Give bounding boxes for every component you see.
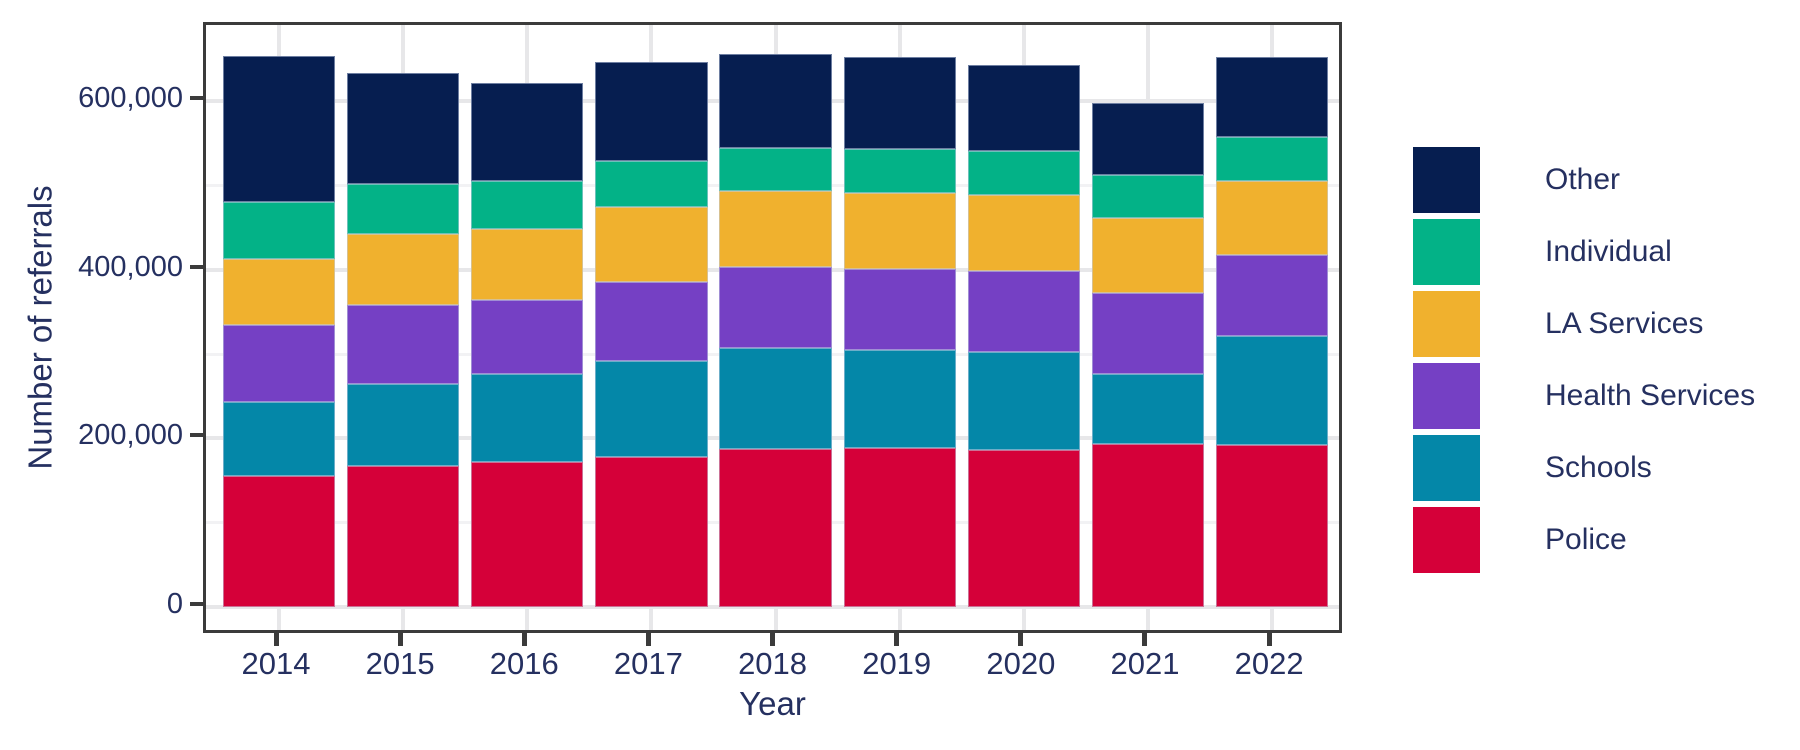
x-tick-label: 2020 [986,646,1056,681]
bar-segment-schools [1215,335,1329,446]
y-tick-label: 0 [166,588,183,620]
y-tick-label: 600,000 [78,82,183,115]
legend-label: LA Services [1545,307,1704,340]
bar-segment-la-services [1215,181,1329,255]
legend-label: Individual [1545,235,1672,268]
bar-segment-other [595,61,708,162]
legend-key-schools [1413,435,1480,501]
bar-segment-individual [471,181,584,229]
x-tick-label: 2016 [489,646,559,681]
bar-segment-individual [1091,175,1205,219]
bar-segment-other [967,65,1081,152]
bar-segment-police [1091,444,1205,607]
bar-segment-health-services [719,267,832,349]
bar-segment-schools [843,349,956,448]
x-tick-mark [1142,633,1148,646]
bar-segment-health-services [1215,254,1329,336]
x-tick-label: 2018 [738,646,808,681]
bar-segment-la-services [1091,218,1205,294]
legend-label: Health Services [1545,379,1756,412]
y-tick-mark [190,96,203,101]
y-tick-mark [190,433,203,438]
bar-segment-police [222,476,336,607]
x-tick-mark [1018,633,1024,646]
x-tick-label: 2022 [1234,646,1304,681]
x-tick-mark [645,633,651,646]
x-tick-label: 2015 [365,646,435,681]
bar-segment-health-services [346,305,460,384]
bar-segment-individual [595,161,708,207]
x-tick-mark [1266,633,1272,646]
bar-segment-other [1091,103,1205,176]
x-tick-label: 2019 [862,646,932,681]
legend-label: Police [1545,523,1627,556]
bar-segment-la-services [471,228,584,301]
bar-segment-health-services [471,300,584,375]
legend-label: Schools [1545,451,1652,484]
bar-segment-schools [719,348,832,450]
x-tick-mark [894,633,900,646]
x-tick-mark [770,633,776,646]
legend-key-other [1413,147,1480,213]
bar-segment-police [595,456,708,607]
bar-segment-health-services [967,270,1081,352]
bar-segment-other [346,72,460,184]
bar-segment-police [471,462,584,607]
bar-segment-individual [719,147,832,192]
bar-segment-individual [967,151,1081,195]
bar-segment-la-services [967,194,1081,271]
bar-segment-health-services [595,281,708,361]
bar-segment-la-services [222,258,336,325]
bar-segment-health-services [222,324,336,403]
bar-segment-la-services [843,193,956,270]
bar-segment-police [1215,445,1329,607]
bar-segment-other [1215,57,1329,137]
x-tick-mark [397,633,403,646]
gridline-major-horizontal [206,605,1339,609]
bar-segment-police [967,450,1081,607]
bar-segment-other [222,55,336,202]
x-axis-title: Year [739,685,806,722]
x-tick-label: 2017 [613,646,683,681]
bar-segment-la-services [595,206,708,282]
legend-label: Other [1545,163,1621,196]
bar-segment-la-services [719,191,832,268]
bar-segment-individual [346,183,460,235]
legend-key-la-services [1413,291,1480,357]
bar-segment-schools [595,360,708,457]
y-tick-label: 200,000 [78,419,183,452]
legend-key-health-services [1413,363,1480,429]
bar-segment-schools [222,402,336,477]
bar-segment-police [346,466,460,607]
bar-segment-other [471,82,584,182]
y-tick-mark [190,602,203,606]
bar-segment-individual [843,148,956,194]
bar-segment-other [719,54,832,148]
bar-segment-schools [471,374,584,463]
bar-segment-schools [967,351,1081,451]
bar-segment-la-services [346,234,460,306]
bar-segment-individual [1215,136,1329,182]
bar-segment-police [719,449,832,607]
y-axis-title: Number of referrals [21,185,59,470]
bar-segment-schools [1091,374,1205,445]
x-tick-label: 2021 [1110,646,1180,681]
x-tick-label: 2014 [241,646,311,681]
legend-key-police [1413,507,1480,573]
bar-segment-individual [222,201,336,259]
y-tick-mark [190,264,203,269]
legend-key-individual [1413,219,1480,285]
y-tick-label: 400,000 [78,250,183,283]
bar-segment-schools [346,383,460,467]
bar-segment-health-services [843,269,956,350]
bar-segment-health-services [1091,293,1205,375]
bar-segment-police [843,447,956,607]
plot-panel [203,22,1342,633]
bar-segment-other [843,56,956,149]
x-tick-mark [273,633,279,646]
x-tick-mark [521,633,527,646]
